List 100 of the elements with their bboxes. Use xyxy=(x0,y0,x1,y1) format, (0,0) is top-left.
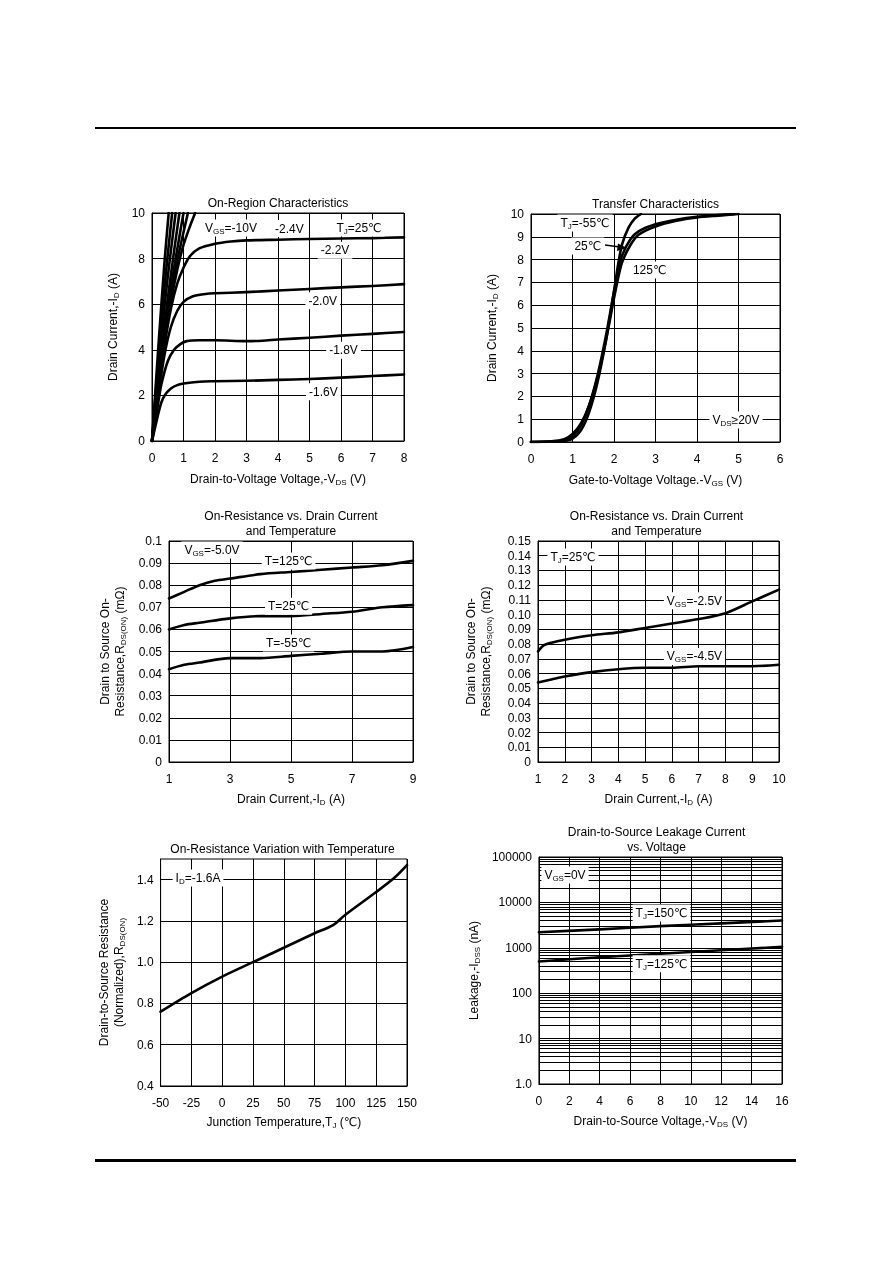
y-tick-label: 100 xyxy=(511,986,533,1001)
y-tick-label: 4 xyxy=(517,343,525,358)
y-tick-label: 10 xyxy=(131,206,146,220)
x-tick-label: 6 xyxy=(668,772,676,786)
x-tick-label: -50 xyxy=(151,1096,170,1110)
x-tick-label: 75 xyxy=(307,1096,322,1110)
x-tick-label: 125 xyxy=(366,1096,387,1110)
x-tick-label: 1 xyxy=(180,451,188,465)
x-tick-label: 9 xyxy=(748,772,756,786)
x-tick-label: 16 xyxy=(775,1094,789,1108)
y-tick-label: 0.07 xyxy=(138,600,163,615)
annotation: 25℃ xyxy=(574,238,602,253)
y-tick-label: 1000 xyxy=(505,940,533,955)
y-tick-label: 0.11 xyxy=(508,592,532,607)
y-tick-label: 0.06 xyxy=(507,666,532,681)
x-tick-label: 4 xyxy=(614,772,622,786)
y-tick-label: 0.03 xyxy=(138,688,163,703)
y-tick-label: 0.07 xyxy=(507,651,532,666)
y-tick-label: 0.4 xyxy=(136,1079,154,1093)
x-tick-label: 14 xyxy=(744,1094,759,1108)
y-tick-label: 0.12 xyxy=(507,578,532,593)
y-tick-label: 0.05 xyxy=(138,644,163,659)
y-tick-label: 0.04 xyxy=(138,666,163,681)
y-tick-label: 2 xyxy=(138,388,146,403)
x-tick-label: 8 xyxy=(722,772,730,786)
y-tick-label: 1.4 xyxy=(136,872,154,887)
y-tick-label: 0 xyxy=(155,755,163,769)
annotation: -2.4V xyxy=(275,221,304,236)
y-tick-label: 1.0 xyxy=(515,1077,533,1091)
annotation: 125℃ xyxy=(632,263,667,278)
y-tick-label: 3 xyxy=(517,366,525,381)
y-tick-label: 0.14 xyxy=(507,548,532,563)
y-tick-label: 1 xyxy=(517,412,525,427)
y-tick-label: 0.02 xyxy=(138,710,163,725)
y-tick-label: 0.10 xyxy=(507,607,532,622)
x-tick-label: 3 xyxy=(588,772,596,786)
y-tick-label: 0.08 xyxy=(138,578,163,593)
y-axis-title: Drain Current,-ID (A) xyxy=(105,273,121,381)
series-label: T=25℃ xyxy=(267,599,310,614)
y-tick-label: 0.8 xyxy=(136,996,154,1011)
x-tick-label: 8 xyxy=(400,451,408,465)
x-tick-label: 12 xyxy=(714,1094,729,1108)
x-tick-label: 0 xyxy=(535,1094,543,1108)
x-tick-label: 2 xyxy=(561,772,569,786)
x-tick-label: 2 xyxy=(610,452,618,466)
y-tick-label: 6 xyxy=(517,298,525,313)
x-tick-label: 5 xyxy=(641,772,649,786)
series-label: T=125℃ xyxy=(264,554,313,569)
x-tick-label: 1 xyxy=(569,452,577,466)
y-tick-label: 0.01 xyxy=(138,732,163,747)
y-tick-label: 1.2 xyxy=(136,913,154,928)
x-tick-label: -25 xyxy=(182,1096,201,1110)
y-tick-label: 0.15 xyxy=(507,534,532,548)
y-tick-label: 0.06 xyxy=(138,622,163,637)
y-tick-label: 2 xyxy=(517,389,525,404)
y-tick-label: 0.01 xyxy=(507,740,532,755)
x-tick-label: 4 xyxy=(596,1094,604,1108)
x-tick-label: 1 xyxy=(534,772,542,786)
x-tick-label: 1 xyxy=(165,772,173,786)
x-tick-label: 3 xyxy=(226,772,234,786)
chart-title: Transfer Characteristics xyxy=(592,196,719,211)
x-tick-label: 9 xyxy=(409,772,417,786)
x-tick-label: 150 xyxy=(396,1096,418,1110)
x-tick-label: 7 xyxy=(348,772,356,786)
x-tick-label: 25 xyxy=(246,1096,260,1110)
x-tick-label: 7 xyxy=(695,772,703,786)
x-tick-label: 4 xyxy=(693,452,701,466)
x-tick-label: 10 xyxy=(684,1094,698,1108)
y-axis-title: Leakage,-IDSS (nA) xyxy=(466,920,482,1021)
y-tick-label: 4 xyxy=(138,342,146,357)
y-tick-label: 0.13 xyxy=(507,563,532,578)
y-tick-label: 10000 xyxy=(498,895,533,910)
x-tick-label: 2 xyxy=(211,451,219,465)
series-label: T=-55℃ xyxy=(265,636,312,651)
x-tick-label: 0 xyxy=(218,1096,226,1110)
y-tick-label: 0 xyxy=(524,755,532,769)
x-tick-label: 5 xyxy=(735,452,743,466)
y-tick-label: 100000 xyxy=(491,850,533,864)
y-tick-label: 0.1 xyxy=(145,534,163,548)
x-tick-label: 8 xyxy=(657,1094,665,1108)
y-tick-label: 0 xyxy=(517,435,525,449)
y-tick-label: 0.6 xyxy=(136,1037,154,1052)
x-tick-label: 7 xyxy=(369,451,377,465)
x-tick-label: 4 xyxy=(274,451,282,465)
x-tick-label: 6 xyxy=(776,452,784,466)
y-axis-title: Drain Current,-ID (A) xyxy=(485,274,501,382)
x-tick-label: 2 xyxy=(565,1094,573,1108)
y-tick-label: 8 xyxy=(517,252,525,267)
y-tick-label: 10 xyxy=(510,207,525,221)
y-tick-label: 0.09 xyxy=(138,556,163,571)
x-tick-label: 3 xyxy=(243,451,251,465)
annotation: -1.8V xyxy=(329,343,358,358)
chart-title: Drain-to-Source Leakage Current vs. Voltage xyxy=(567,824,746,854)
y-tick-label: 0 xyxy=(138,434,146,448)
annotation: -1.6V xyxy=(309,384,338,399)
y-tick-label: 6 xyxy=(138,297,146,312)
y-tick-label: 0.03 xyxy=(507,710,532,725)
chart-title: On-Resistance Variation with Temperature xyxy=(170,841,395,856)
y-tick-label: 0.05 xyxy=(507,681,532,696)
x-tick-label: 6 xyxy=(626,1094,634,1108)
